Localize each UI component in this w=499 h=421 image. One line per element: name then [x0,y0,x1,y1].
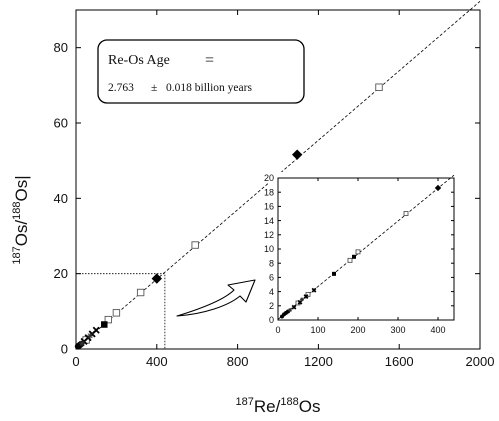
main-point-open-square [112,309,121,317]
inset-y-tick-label: 18 [264,187,274,197]
y-axis-label: 187Os/188Os| [11,175,31,264]
inset-x-tick-label: 200 [350,325,365,335]
inset-point-cross [291,304,297,310]
inset-y-tick-label: 16 [264,202,274,212]
inset-point-filled-diamond [434,184,442,192]
inset-y-tick-label: 8 [269,258,274,268]
zoom-region-outline [76,273,166,349]
main-point-open-square [375,83,383,91]
inset-point-open-square [305,291,311,297]
main-plot-frame [75,9,481,350]
age-value: 2.763 [108,82,134,94]
age-title: Re-Os Age [108,53,170,68]
age-plus-minus: ± [151,82,157,94]
main-point-filled-square [101,321,108,328]
inset-point-open-square [355,249,361,255]
inset-data-points [280,184,442,319]
zoom-arrow-icon [176,279,256,317]
age-annotation-box: Re-Os Age = 2.763 ± 0.018 billion years [97,39,305,104]
inset-y-tick-label: 6 [269,273,274,283]
inset-x-tick-label: 300 [390,325,405,335]
inset-plot: 0 100 200 300 400 0 2 4 6 8 10 12 14 16 18 20 [264,172,458,336]
inset-y-tick-label: 0 [269,315,274,325]
inset-y-tick-label: 10 [264,244,274,254]
main-data-points [74,83,383,350]
main-x-tick-label: 0 [72,354,79,369]
main-x-tick-label: 1200 [304,354,333,369]
main-point-star [86,332,94,340]
main-point-open-square [191,241,199,249]
inset-point-star [288,308,292,313]
inset-point-cross [297,299,303,305]
inset-x-tick-label: 100 [310,325,325,335]
inset-x-tick-label: 400 [430,325,445,335]
main-y-tick-label: 0 [61,342,68,357]
main-x-tick-label: 400 [146,354,168,369]
inset-point-filled-square [352,254,356,259]
inset-ticks: 0 100 200 300 400 0 2 4 6 8 10 12 14 16 18 20 [264,173,454,335]
inset-point-star [300,297,304,302]
main-x-tick-label: 1600 [385,354,414,369]
main-x-tick-label: 800 [227,354,249,369]
inset-point-filled-square [332,271,336,276]
main-point-open-square [104,315,113,324]
inset-point-open-square [403,211,409,216]
main-point-filled-diamond [151,273,162,284]
zoom-region-boundary [76,273,166,349]
age-error: 0.018 billion years [166,82,252,94]
inset-point-cross [311,287,317,293]
inset-y-tick-label: 12 [264,230,274,240]
main-y-tick-label: 40 [54,191,68,206]
x-axis-label: 187Re/188Os [236,396,321,416]
main-point-cross [92,326,100,334]
main-y-tick-label: 80 [54,40,68,55]
inset-y-tick-label: 14 [264,216,274,226]
inset-point-cross [303,294,309,300]
main-y-tick-label: 20 [54,266,68,281]
inset-y-tick-label: 4 [269,287,274,297]
main-point-open-square [136,288,145,297]
main-point-star [78,340,86,347]
main-x-tick-label: 2000 [466,354,495,369]
inset-point-open-square [347,257,353,263]
age-equals: = [205,52,214,69]
inset-x-tick-label: 0 [275,325,280,335]
main-point-filled-diamond [291,149,303,160]
inset-y-tick-label: 20 [264,173,274,183]
main-y-tick-label: 60 [54,116,68,131]
inset-y-tick-label: 2 [269,301,274,311]
